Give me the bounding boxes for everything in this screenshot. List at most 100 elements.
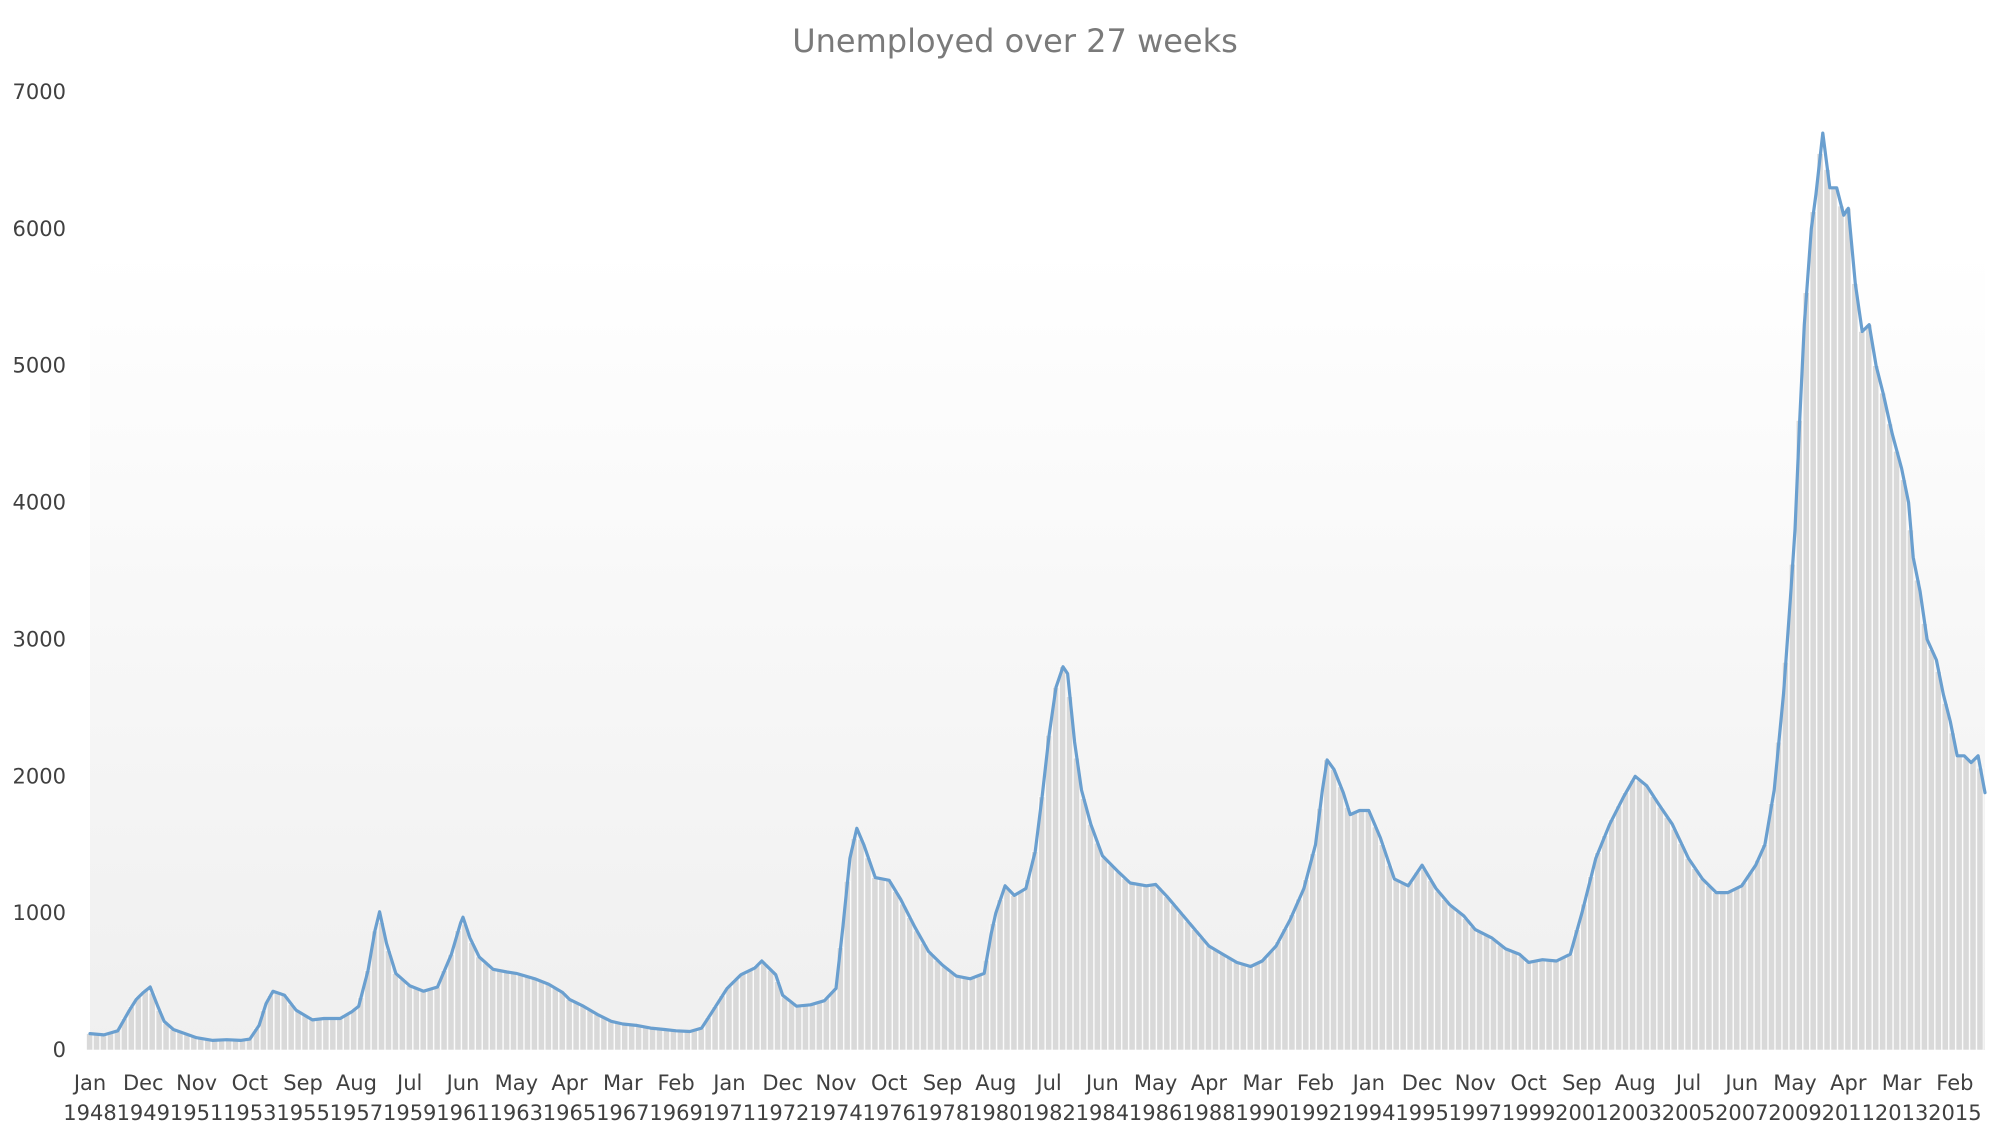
area-bar	[1969, 760, 1977, 1051]
area-bar	[753, 965, 761, 1051]
area-bar	[1580, 903, 1588, 1051]
area-bar	[1066, 696, 1073, 1051]
area-bar	[1121, 878, 1129, 1051]
area-bar	[1907, 529, 1914, 1051]
area-bar	[1406, 882, 1414, 1051]
area-bar	[1761, 844, 1768, 1051]
y-tick-label: 5000	[13, 354, 66, 378]
area-bar	[183, 1034, 191, 1051]
area-bar	[1649, 796, 1657, 1051]
area-bar	[378, 921, 385, 1051]
area-bar	[607, 1020, 615, 1051]
area-bar	[1295, 898, 1303, 1051]
area-bar	[1024, 878, 1032, 1051]
series-line-layer	[88, 131, 1987, 1042]
area-bar	[676, 1030, 684, 1051]
area-bar	[273, 992, 281, 1051]
area-bar	[1726, 891, 1734, 1051]
area-bar	[1045, 734, 1053, 1051]
area-bar	[1566, 953, 1574, 1051]
area-bar	[1802, 292, 1810, 1051]
area-bar	[454, 930, 462, 1051]
area-bar	[746, 969, 754, 1051]
x-tick-month: Aug	[1615, 1071, 1656, 1095]
area-bar	[447, 953, 455, 1051]
area-bar	[1163, 896, 1171, 1051]
x-tick-month: Mar	[603, 1071, 643, 1095]
area-bar	[683, 1031, 691, 1051]
area-bar	[1663, 817, 1671, 1051]
area-bar	[1677, 843, 1685, 1051]
area-bar	[1267, 950, 1275, 1051]
y-tick-label: 7000	[13, 80, 66, 104]
area-bar	[169, 1029, 177, 1051]
area-bar	[1754, 859, 1761, 1051]
x-tick-month: Sep	[1562, 1071, 1602, 1095]
x-tick-year: 1990	[1235, 1101, 1288, 1125]
area-bar	[100, 1034, 107, 1051]
area-bar	[975, 974, 983, 1051]
area-bar	[697, 1027, 705, 1051]
area-bar	[1601, 835, 1609, 1051]
x-tick-month: Jan	[711, 1071, 745, 1095]
area-bar	[781, 996, 788, 1051]
area-bar	[266, 994, 274, 1051]
area-bar	[1073, 757, 1080, 1051]
area-bar	[385, 950, 392, 1051]
x-tick-year: 1984	[1076, 1101, 1129, 1125]
x-tick-month: Oct	[871, 1071, 907, 1095]
x-tick-month: Jul	[395, 1071, 422, 1095]
area-bar	[1920, 623, 1928, 1051]
area-bar	[1212, 949, 1219, 1051]
area-bar	[1900, 479, 1907, 1051]
area-bar	[1399, 883, 1407, 1051]
area-bar	[732, 978, 740, 1051]
area-bar	[788, 1002, 795, 1051]
x-axis-ticks: Jan1948Dec1949Nov1951Oct1953Sep1955Aug19…	[63, 1071, 1981, 1125]
area-bar	[1886, 423, 1893, 1051]
x-tick-year: 2005	[1662, 1101, 1715, 1125]
area-bar	[510, 972, 517, 1051]
area-bar	[294, 1011, 302, 1051]
area-bar	[927, 953, 934, 1051]
x-tick-year: 1992	[1289, 1101, 1342, 1125]
area-bar	[968, 977, 976, 1051]
area-bar	[1733, 887, 1741, 1051]
x-tick-month: May	[495, 1071, 538, 1095]
area-bar	[1288, 914, 1296, 1051]
area-bar	[1198, 937, 1205, 1051]
area-bar	[1302, 879, 1310, 1051]
area-bar	[649, 1028, 656, 1051]
x-tick-month: Mar	[1242, 1071, 1282, 1095]
area-bar	[954, 976, 962, 1051]
area-bar	[1142, 885, 1150, 1051]
area-bar	[1573, 929, 1581, 1051]
x-tick-month: Nov	[1455, 1071, 1496, 1095]
area-bar	[795, 1005, 802, 1051]
y-tick-label: 2000	[13, 764, 66, 788]
x-tick-month: Sep	[283, 1071, 323, 1095]
area-bar	[558, 992, 566, 1051]
area-bar	[1768, 803, 1775, 1051]
area-bar	[134, 996, 142, 1051]
area-bar	[1788, 563, 1796, 1051]
y-tick-label: 6000	[13, 217, 66, 241]
x-tick-year: 2011	[1822, 1101, 1875, 1125]
area-bar	[899, 903, 907, 1051]
area-bar	[1497, 944, 1504, 1051]
x-tick-year: 1997	[1449, 1101, 1502, 1125]
x-tick-year: 1976	[862, 1101, 915, 1125]
area-bar	[1587, 876, 1595, 1051]
area-bar	[1177, 912, 1185, 1051]
area-bar	[1851, 283, 1859, 1051]
area-bar	[1684, 858, 1692, 1051]
area-bar	[871, 877, 879, 1051]
area-bar	[1114, 871, 1122, 1051]
area-bar	[1052, 687, 1060, 1051]
x-tick-year: 1974	[809, 1101, 862, 1125]
area-bar	[1149, 884, 1157, 1051]
area-bar	[426, 988, 434, 1051]
area-bar	[1232, 962, 1240, 1051]
